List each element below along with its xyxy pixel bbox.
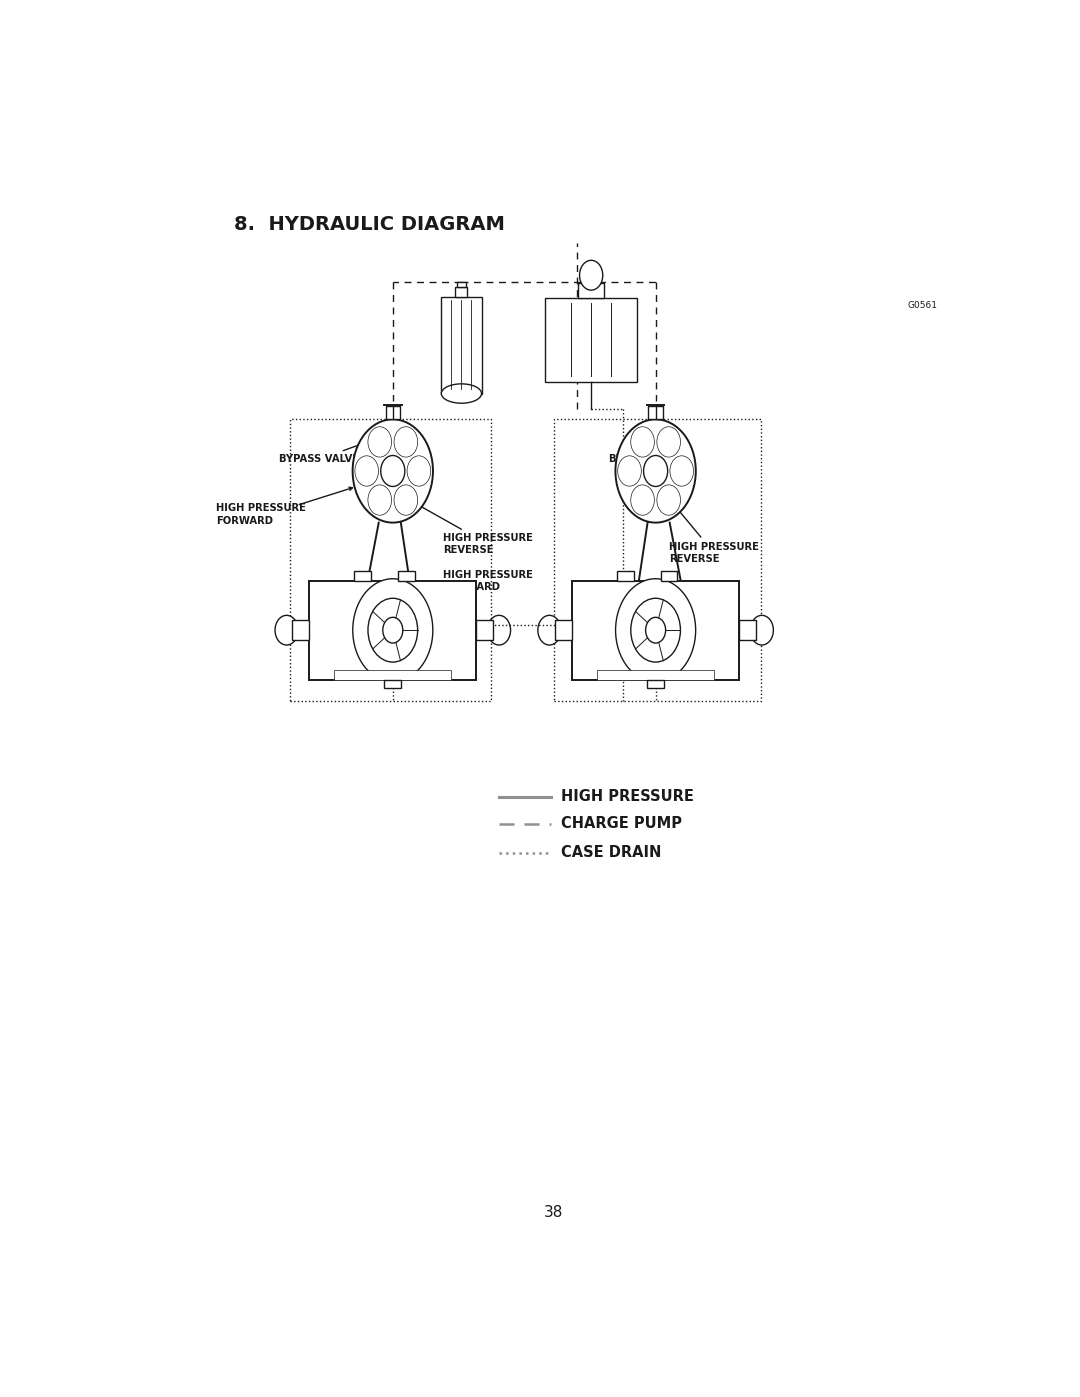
Circle shape	[368, 426, 392, 457]
Bar	[397, 571, 415, 581]
Text: CASE DRAIN: CASE DRAIN	[561, 845, 661, 861]
Circle shape	[644, 455, 667, 486]
Bar	[578, 282, 604, 298]
Bar	[386, 407, 400, 419]
Circle shape	[407, 455, 431, 486]
Text: HIGH PRESSURE
FORWARD: HIGH PRESSURE FORWARD	[416, 570, 532, 591]
Circle shape	[631, 485, 654, 515]
Circle shape	[616, 578, 696, 682]
Circle shape	[631, 426, 654, 457]
Text: BYPASS VALVE: BYPASS VALVE	[279, 441, 370, 464]
Circle shape	[580, 260, 603, 291]
Bar	[554, 419, 761, 701]
Circle shape	[538, 615, 561, 645]
Text: HIGH PRESSURE
REVERSE: HIGH PRESSURE REVERSE	[669, 504, 759, 563]
Circle shape	[275, 615, 298, 645]
Bar	[545, 298, 637, 381]
Circle shape	[616, 419, 696, 522]
Bar	[740, 620, 756, 640]
Circle shape	[381, 455, 405, 486]
Bar	[572, 581, 740, 680]
Circle shape	[352, 419, 433, 522]
Bar	[334, 669, 451, 680]
Circle shape	[646, 617, 665, 643]
Circle shape	[394, 485, 418, 515]
Bar	[384, 680, 401, 687]
Bar	[354, 571, 372, 581]
Bar	[457, 282, 467, 286]
Bar	[617, 571, 634, 581]
Text: HIGH PRESSURE
FORWARD: HIGH PRESSURE FORWARD	[216, 503, 306, 525]
Bar	[648, 407, 663, 419]
Ellipse shape	[442, 384, 482, 404]
Text: G0561: G0561	[907, 300, 937, 310]
Bar	[289, 419, 490, 701]
Bar	[476, 620, 494, 640]
Circle shape	[368, 485, 392, 515]
Circle shape	[353, 578, 433, 682]
Circle shape	[355, 455, 378, 486]
Text: HIGH PRESSURE
REVERSE: HIGH PRESSURE REVERSE	[416, 503, 532, 555]
Circle shape	[670, 455, 693, 486]
Circle shape	[394, 426, 418, 457]
Text: 38: 38	[544, 1204, 563, 1220]
Bar	[442, 296, 482, 394]
Circle shape	[382, 617, 403, 643]
Text: CHARGE PUMP: CHARGE PUMP	[561, 816, 683, 831]
Circle shape	[487, 615, 511, 645]
Circle shape	[631, 598, 680, 662]
Text: HIGH PRESSURE: HIGH PRESSURE	[561, 789, 694, 805]
Bar	[661, 571, 677, 581]
Bar	[456, 286, 468, 296]
Bar	[647, 680, 664, 687]
Circle shape	[657, 426, 680, 457]
Circle shape	[751, 615, 773, 645]
Circle shape	[368, 598, 418, 662]
Bar	[293, 620, 309, 640]
Bar	[555, 620, 572, 640]
Text: 8.  HYDRAULIC DIAGRAM: 8. HYDRAULIC DIAGRAM	[233, 215, 504, 233]
Text: BYPASS VALVE: BYPASS VALVE	[609, 443, 689, 464]
Circle shape	[618, 455, 642, 486]
Circle shape	[657, 485, 680, 515]
Bar	[309, 581, 476, 680]
Bar	[597, 669, 714, 680]
